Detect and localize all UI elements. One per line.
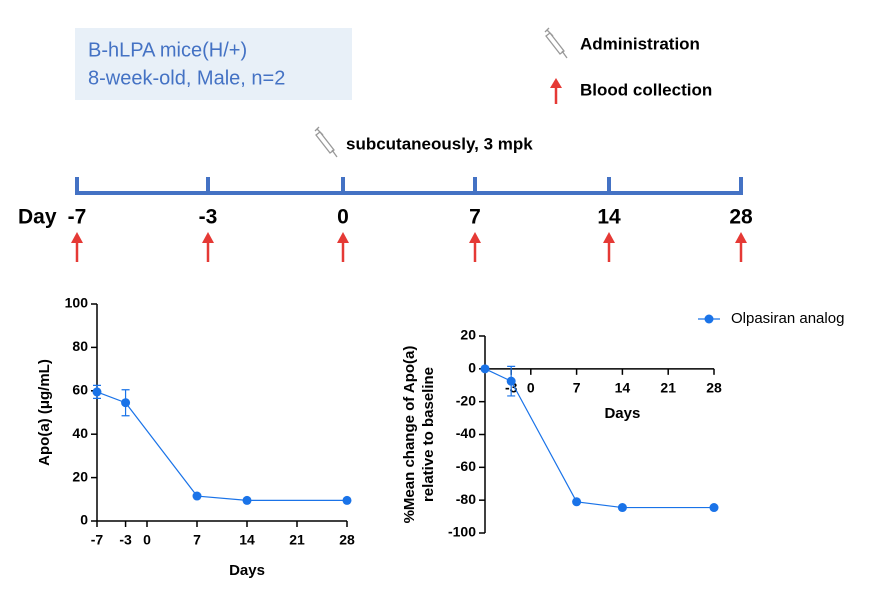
y-axis-label: Apo(a) (μg/mL) <box>36 359 53 466</box>
data-line <box>96 391 347 501</box>
info-box <box>75 28 352 100</box>
x-tick-label: 21 <box>289 532 305 548</box>
x-axis-label: Days <box>604 405 640 422</box>
y-tick-label: -40 <box>456 425 476 441</box>
timeline-day: 7 <box>469 206 481 229</box>
y-tick-label: -80 <box>456 491 476 507</box>
data-point <box>572 497 582 507</box>
x-tick-label: 21 <box>660 380 676 396</box>
y-tick-label: 0 <box>468 360 476 376</box>
timeline-prefix: Day <box>18 206 57 229</box>
syringe-icon <box>314 126 338 158</box>
data-point <box>342 495 352 505</box>
legend-marker <box>704 314 714 324</box>
data-point <box>506 376 516 386</box>
arrow-icon <box>550 78 562 104</box>
y-tick-label: 60 <box>72 382 88 398</box>
data-point <box>709 503 719 513</box>
y-tick-label: -20 <box>456 392 476 408</box>
syringe-icon <box>544 27 568 59</box>
timeline-day: 28 <box>729 206 753 229</box>
x-tick-label: 14 <box>615 380 631 396</box>
x-tick-label: 0 <box>527 380 535 396</box>
y-tick-label: 100 <box>65 295 89 311</box>
y-tick-label: 0 <box>80 512 88 528</box>
x-axis-label: Days <box>229 562 265 579</box>
y-tick-label: 20 <box>72 468 88 484</box>
y-axis-label: relative to baseline <box>420 367 437 502</box>
y-axis-label: %Mean change of Apo(a) <box>401 346 418 524</box>
x-tick-label: 14 <box>239 532 255 548</box>
x-tick-label: 0 <box>143 532 151 548</box>
data-point <box>617 503 627 513</box>
x-tick-label: -7 <box>91 532 104 548</box>
timeline-day: -7 <box>68 206 87 229</box>
timeline-day: 0 <box>337 206 349 229</box>
y-tick-label: 80 <box>72 338 88 354</box>
data-point <box>92 387 102 397</box>
y-tick-label: -60 <box>456 458 476 474</box>
x-tick-label: -3 <box>119 532 132 548</box>
x-tick-label: 7 <box>193 532 201 548</box>
blood-arrow-head <box>603 232 615 243</box>
dosing-label: subcutaneously, 3 mpk <box>346 134 533 153</box>
blood-arrow-head <box>735 232 747 243</box>
key-blood-collection: Blood collection <box>580 80 712 99</box>
x-tick-label: 7 <box>573 380 581 396</box>
info-line: B-hLPA mice(H/+) <box>88 39 247 61</box>
timeline-day: -3 <box>199 206 218 229</box>
legend-label: Olpasiran analog <box>731 310 844 327</box>
info-line: 8-week-old, Male, n=2 <box>88 67 285 89</box>
data-point <box>242 495 252 505</box>
data-point <box>121 398 131 408</box>
blood-arrow-head <box>71 232 83 243</box>
y-tick-label: 40 <box>72 425 88 441</box>
data-point <box>192 491 202 501</box>
y-tick-label: 20 <box>460 327 476 343</box>
y-tick-label: -100 <box>448 524 476 540</box>
key-administration: Administration <box>580 34 700 53</box>
blood-arrow-head <box>337 232 349 243</box>
x-tick-label: 28 <box>339 532 355 548</box>
data-point <box>480 364 490 374</box>
data-line <box>484 368 714 509</box>
timeline-day: 14 <box>597 206 621 229</box>
x-tick-label: 28 <box>706 380 722 396</box>
blood-arrow-head <box>202 232 214 243</box>
blood-arrow-head <box>469 232 481 243</box>
